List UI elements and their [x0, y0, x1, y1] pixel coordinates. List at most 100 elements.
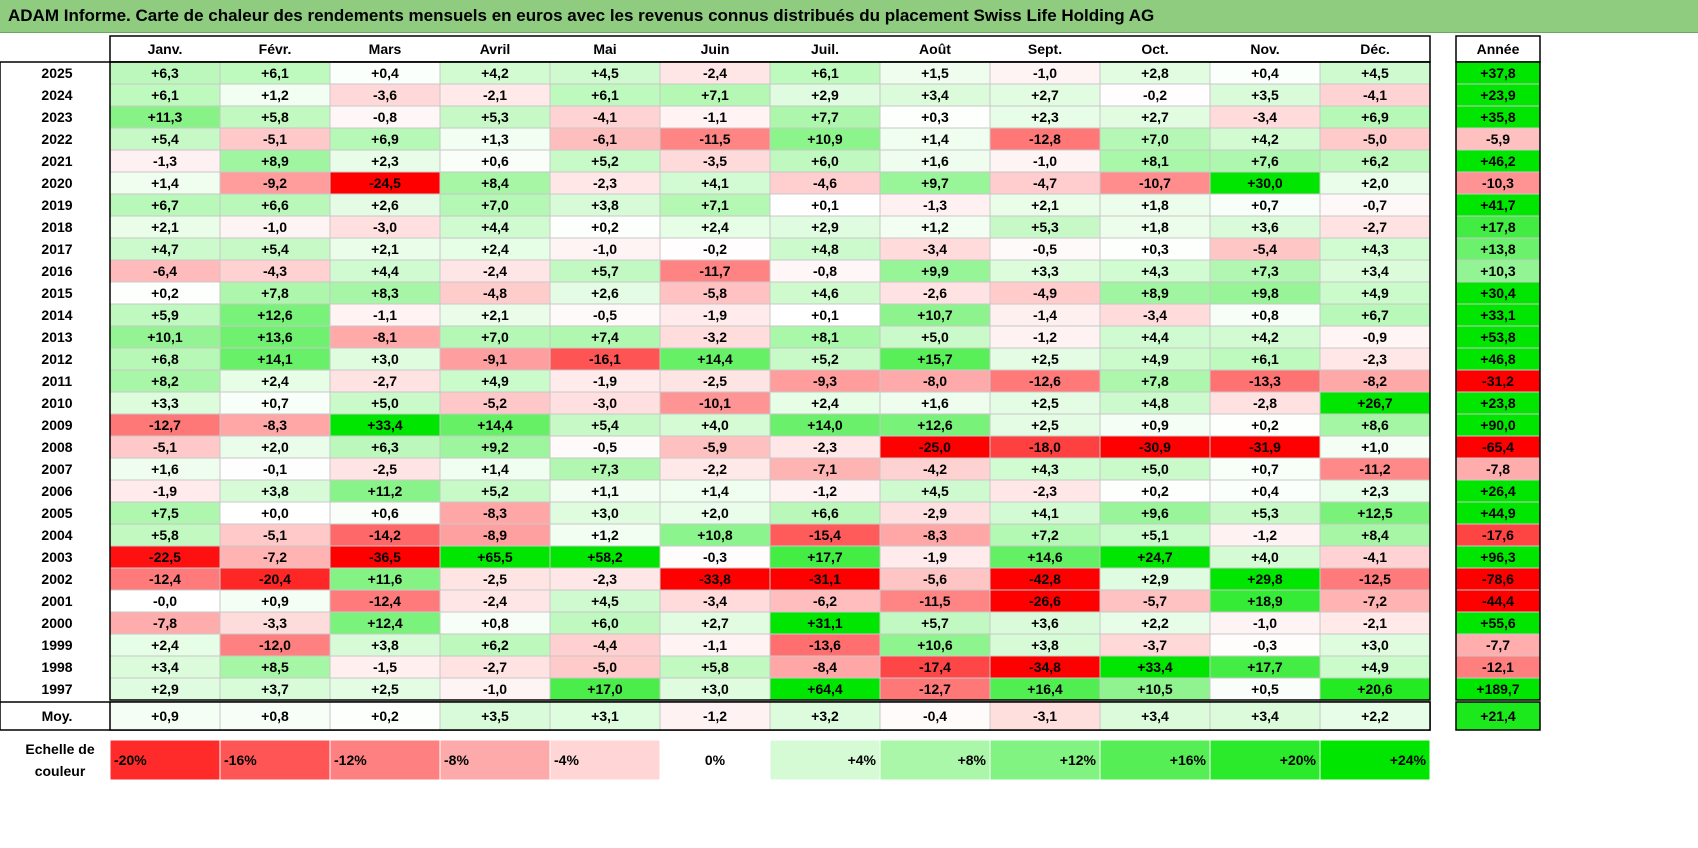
average-cell — [219, 701, 331, 731]
cell-value: +1,8 — [1141, 197, 1169, 213]
cell-value: -1,2 — [1253, 527, 1277, 543]
annual-value: +17,8 — [1480, 219, 1516, 235]
scale-swatch — [1099, 739, 1211, 781]
month-header-11: Déc. — [1360, 41, 1390, 57]
month-header-8: Sept. — [1028, 41, 1062, 57]
cell-value: +4,2 — [1251, 329, 1279, 345]
cell-value: +33,4 — [1137, 659, 1173, 675]
annual-value: -31,2 — [1482, 373, 1514, 389]
cell-value: +2,9 — [811, 87, 839, 103]
cell-value: +2,3 — [1031, 109, 1059, 125]
cell-value: +0,4 — [1251, 483, 1279, 499]
cell-value: +2,3 — [371, 153, 399, 169]
scale-swatch — [989, 739, 1101, 781]
scale-stop-label: +8% — [958, 752, 987, 768]
cell-value: +0,6 — [371, 505, 399, 521]
cell-value: -1,0 — [263, 219, 287, 235]
average-value: -1,2 — [703, 708, 727, 724]
cell-value: -10,1 — [699, 395, 731, 411]
cell-value: +4,5 — [1361, 65, 1389, 81]
cell-value: -1,3 — [923, 197, 947, 213]
cell-value: -11,5 — [919, 593, 950, 609]
month-header-9: Oct. — [1141, 41, 1168, 57]
scale-stop-label: +12% — [1060, 752, 1097, 768]
cell-value: +2,5 — [371, 681, 399, 697]
cell-value: -5,1 — [153, 439, 177, 455]
cell-value: +2,1 — [371, 241, 399, 257]
cell-value: -8,2 — [1363, 373, 1387, 389]
scale-stop-label: +24% — [1390, 752, 1427, 768]
cell-value: +4,5 — [591, 593, 619, 609]
cell-value: +58,2 — [587, 549, 623, 565]
cell-value: -12,4 — [149, 571, 181, 587]
annual-value: +13,8 — [1480, 241, 1516, 257]
annual-value: -78,6 — [1482, 571, 1514, 587]
scale-stop-label: +16% — [1170, 752, 1207, 768]
cell-value: +0,0 — [261, 505, 289, 521]
cell-value: -14,2 — [369, 527, 401, 543]
cell-value: +2,9 — [811, 219, 839, 235]
cell-value: +7,1 — [701, 197, 729, 213]
cell-value: -30,9 — [1139, 439, 1171, 455]
cell-value: -4,9 — [1033, 285, 1057, 301]
month-header-3: Avril — [480, 41, 511, 57]
cell-value: -2,5 — [703, 373, 727, 389]
annual-value: +37,8 — [1480, 65, 1516, 81]
cell-value: +3,3 — [1031, 263, 1059, 279]
cell-value: -5,1 — [263, 131, 287, 147]
cell-value: -1,0 — [483, 681, 507, 697]
cell-value: -12,4 — [369, 593, 401, 609]
annual-value: +33,1 — [1480, 307, 1516, 323]
year-label: 1998 — [41, 659, 72, 675]
cell-value: +4,9 — [1361, 659, 1389, 675]
cell-value: +5,3 — [481, 109, 509, 125]
cell-value: -2,4 — [703, 65, 727, 81]
cell-value: +6,1 — [811, 65, 839, 81]
cell-value: +0,7 — [261, 395, 289, 411]
scale-swatch — [769, 739, 881, 781]
cell-value: -9,3 — [813, 373, 837, 389]
cell-value: +3,5 — [1251, 87, 1279, 103]
scale-swatch — [1209, 739, 1321, 781]
cell-value: +7,8 — [1141, 373, 1169, 389]
year-label: 1999 — [41, 637, 72, 653]
cell-value: +15,7 — [917, 351, 953, 367]
cell-value: +8,9 — [261, 153, 289, 169]
annual-value: +26,4 — [1480, 483, 1516, 499]
cell-value: +3,4 — [151, 659, 179, 675]
cell-value: +5,4 — [151, 131, 179, 147]
cell-value: -4,2 — [923, 461, 947, 477]
cell-value: -3,5 — [703, 153, 727, 169]
cell-value: -3,2 — [703, 329, 727, 345]
cell-value: +6,3 — [151, 65, 179, 81]
scale-swatch — [329, 739, 441, 781]
cell-value: +6,9 — [1361, 109, 1389, 125]
cell-value: +7,7 — [811, 109, 839, 125]
cell-value: -24,5 — [369, 175, 401, 191]
cell-value: -12,5 — [1359, 571, 1391, 587]
cell-value: -7,2 — [263, 549, 287, 565]
cell-value: -11,2 — [1359, 461, 1390, 477]
cell-value: +14,6 — [1027, 549, 1063, 565]
cell-value: +6,0 — [811, 153, 839, 169]
annual-value: -7,8 — [1486, 461, 1510, 477]
annual-value: +46,8 — [1480, 351, 1516, 367]
cell-value: +7,5 — [151, 505, 179, 521]
cell-value: -1,9 — [593, 373, 617, 389]
cell-value: -2,5 — [373, 461, 397, 477]
cell-value: +6,7 — [1361, 307, 1389, 323]
annual-value: +90,0 — [1480, 417, 1516, 433]
cell-value: +11,6 — [368, 571, 403, 587]
annual-value: +30,4 — [1480, 285, 1516, 301]
scale-stop-label: -16% — [224, 752, 257, 768]
cell-value: +2,4 — [481, 241, 509, 257]
cell-value: +6,2 — [481, 637, 509, 653]
cell-value: -2,7 — [373, 373, 397, 389]
average-cell — [1099, 701, 1211, 731]
cell-value: +0,7 — [1251, 461, 1279, 477]
average-value: +3,1 — [591, 708, 619, 724]
cell-value: -2,7 — [1363, 219, 1387, 235]
cell-value: -5,7 — [1143, 593, 1167, 609]
cell-value: +64,4 — [807, 681, 843, 697]
cell-value: +9,7 — [921, 175, 949, 191]
